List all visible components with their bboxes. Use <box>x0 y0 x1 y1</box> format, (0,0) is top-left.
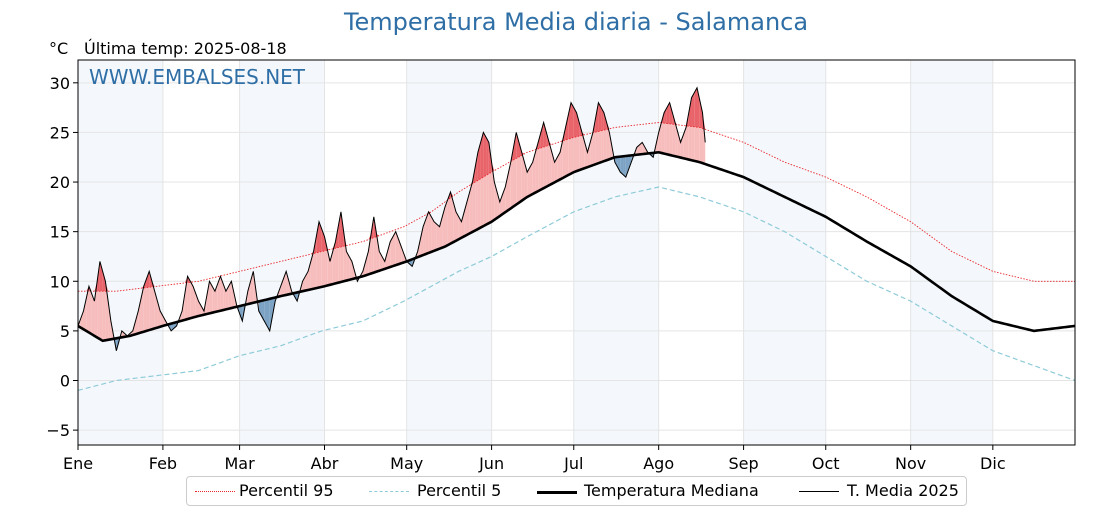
fill-above-p95 <box>571 103 574 139</box>
fill-above-p95 <box>694 88 697 127</box>
y-tick-label: 25 <box>50 123 70 142</box>
fill-above-median <box>431 217 434 252</box>
month-band-nov <box>911 60 993 445</box>
month-band-jul <box>574 60 659 445</box>
fill-below-median <box>623 156 626 177</box>
x-tick-label-jun: Jun <box>478 454 504 473</box>
watermark: WWW.EMBALSES.NET <box>89 65 306 89</box>
x-tick-label-sep: Sep <box>729 454 759 473</box>
x-tick-label-jul: Jul <box>563 454 583 473</box>
x-tick-label-dic: Dic <box>980 454 1006 473</box>
x-tick-label-ene: Ene <box>63 454 93 473</box>
y-tick-label: 30 <box>50 74 70 93</box>
y-tick-label: 15 <box>50 223 70 242</box>
month-band-mar <box>240 60 325 445</box>
x-axis: Ene Feb Mar Abr May Jun Jul Ago Sep Oct Nov Dic <box>63 445 1006 473</box>
legend-label-median: Temperatura Mediana <box>584 481 759 500</box>
legend: Percentil 95 Percentil 5 Temperatura Med… <box>186 476 967 506</box>
legend-label-p5: Percentil 5 <box>417 481 501 500</box>
fill-above-p95 <box>483 132 486 177</box>
fill-above-p95 <box>486 137 489 175</box>
y-tick-label: 20 <box>50 173 70 192</box>
month-band-ene <box>78 60 163 445</box>
y-axis: −5 0 5 10 15 20 25 30 <box>46 74 78 440</box>
legend-label-2025: T. Media 2025 <box>847 481 959 500</box>
y-tick-label: −5 <box>46 421 70 440</box>
x-tick-label-may: May <box>390 454 423 473</box>
legend-label-p95: Percentil 95 <box>239 481 334 500</box>
fill-above-median <box>429 212 432 253</box>
y-tick-label: 5 <box>60 322 70 341</box>
fill-above-median <box>190 281 193 318</box>
legend-swatch-2025 <box>799 491 839 492</box>
x-tick-label-feb: Feb <box>149 454 177 473</box>
x-tick-label-abr: Abr <box>311 454 339 473</box>
legend-swatch-p95 <box>195 491 235 492</box>
month-band-sep <box>744 60 826 445</box>
legend-swatch-median <box>537 491 577 494</box>
y-tick-label: 0 <box>60 372 70 391</box>
x-tick-label-ago: Ago <box>643 454 674 473</box>
fill-above-median <box>434 222 437 251</box>
x-tick-label-nov: Nov <box>895 454 926 473</box>
temperature-chart: WWW.EMBALSES.NET −5 0 5 10 15 20 25 30 Ene Feb Ma… <box>0 0 1120 476</box>
x-tick-label-oct: Oct <box>812 454 840 473</box>
legend-swatch-p5 <box>369 491 409 492</box>
fill-above-median <box>437 224 440 250</box>
x-tick-label-mar: Mar <box>225 454 256 473</box>
month-bands <box>78 60 993 445</box>
y-tick-label: 10 <box>50 272 70 291</box>
fill-above-median <box>448 192 451 245</box>
